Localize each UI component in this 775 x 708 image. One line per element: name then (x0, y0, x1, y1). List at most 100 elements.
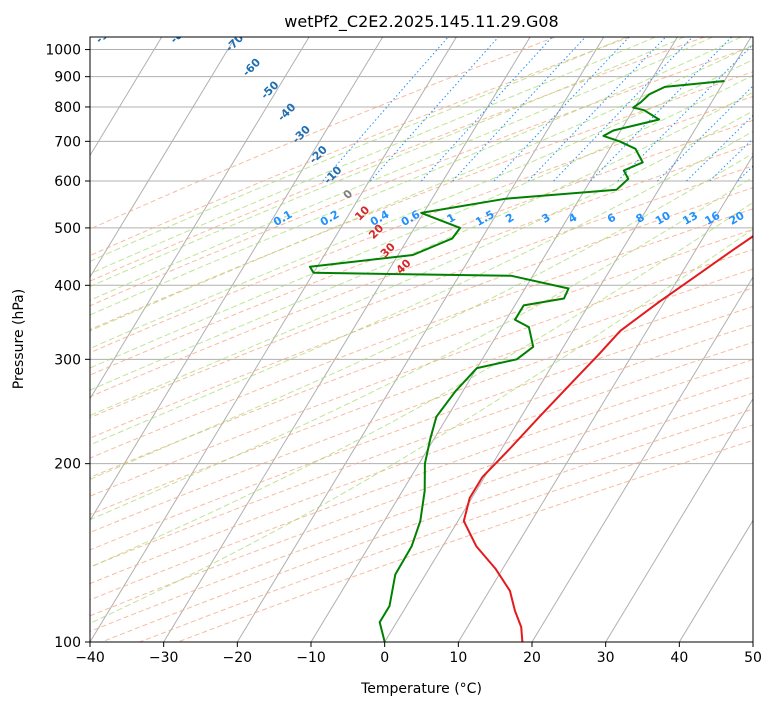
mixing-ratio-label: 10 (653, 209, 673, 228)
y-tick-label: 800 (54, 100, 81, 116)
moist-adiabat-line (90, 58, 753, 349)
dry-adiabat-line (90, 37, 705, 282)
dry-adiabat-line (90, 305, 753, 551)
y-axis-label: Pressure (hPa) (11, 289, 27, 389)
dry-adiabat-line (90, 228, 753, 478)
isotherm-line (163, 37, 531, 642)
dry-adiabat-line (90, 37, 631, 257)
mixing-ratio-line (709, 138, 753, 182)
dry-adiabat-line (90, 341, 753, 585)
mixing-ratio-line (686, 114, 753, 182)
mixing-ratio-label: 1.5 (473, 208, 496, 229)
dry-adiabat-line (90, 358, 753, 601)
y-tick-label: 700 (54, 134, 81, 150)
dry-adiabat-line (101, 408, 753, 642)
mixing-ratio-label: 2 (503, 211, 516, 226)
dry-adiabat-label: -100 (15, 20, 44, 49)
axis-layer: −40 −30 −20 −10 0 10 20 30 40 5010020030040050060… (45, 43, 762, 666)
dry-adiabat-line (90, 37, 556, 230)
mixing-ratio-label: 0.6 (399, 208, 423, 229)
mixing-ratio-line (528, 37, 666, 182)
mixing-ratio-line (452, 37, 586, 182)
dry-adiabat-label: -60 (240, 56, 263, 79)
dry-adiabat-line (90, 142, 753, 398)
dry-adiabat-line (90, 71, 753, 331)
plot-frame (89, 36, 754, 643)
dry-adiabat-line (90, 208, 753, 459)
mixing-ratio-line (370, 37, 499, 182)
x-tick-label: −40 (75, 650, 105, 666)
mixing-ratio-line (553, 37, 693, 182)
y-tick-label: 300 (54, 352, 81, 368)
isotherm-line (531, 276, 753, 642)
mixing-ratio-line (420, 37, 553, 182)
moist-adiabat-line (90, 130, 753, 446)
x-tick-label: 40 (670, 650, 688, 666)
dry-adiabat-line (90, 268, 753, 516)
moist-adiabat-line (90, 74, 753, 369)
x-tick-label: 20 (523, 650, 541, 666)
moist-adiabat-line (90, 37, 656, 275)
isotherm-line (236, 37, 605, 642)
x-axis-label: Temperature (°C) (360, 681, 482, 697)
y-tick-label: 600 (54, 174, 81, 190)
mixing-ratio-line (760, 37, 775, 181)
dry-adiabat-line (90, 392, 753, 632)
isotherm-line (90, 37, 236, 279)
dry-adiabat-label: -50 (258, 78, 281, 101)
moist-adiabat-line (90, 37, 713, 301)
isotherm-line (90, 37, 310, 400)
dry-adiabat-line (90, 248, 753, 497)
chart-title: wetPf2_C2E2.2025.145.11.29.G08 (284, 12, 558, 32)
y-tick-label: 200 (54, 457, 81, 473)
y-tick-label: 1000 (45, 43, 81, 59)
mixing-ratio-line (322, 37, 449, 182)
isotherm-line (678, 519, 753, 642)
dry-adiabat-line (90, 95, 753, 354)
moist-adiabat-line (90, 37, 685, 288)
x-tick-label: 10 (449, 650, 467, 666)
x-tick-label: −10 (296, 650, 326, 666)
moist-adiabat-line (90, 201, 753, 568)
mixing-ratio-label: 0.4 (368, 208, 392, 229)
dry-adiabat-label: -90 (93, 23, 116, 46)
isotherm-line (384, 37, 752, 642)
y-tick-label: 900 (54, 70, 81, 86)
dry-adiabat-line (90, 165, 753, 419)
mixing-ratio-label: 25 (752, 209, 772, 228)
dry-adiabat-line (139, 424, 753, 642)
isotherm-line (752, 641, 753, 642)
moist-adiabat-line (90, 44, 753, 332)
dry-adiabat-label: -30 (290, 123, 313, 146)
isotherm-line (90, 37, 384, 522)
dry-adiabat-label: -20 (307, 143, 330, 166)
mixing-ratio-line (493, 37, 630, 182)
y-tick-label: 500 (54, 221, 81, 237)
moist-adiabat-line (90, 37, 627, 262)
isotherm-line (457, 154, 753, 642)
series-layer (308, 80, 753, 642)
y-tick-label: 400 (54, 278, 81, 294)
mixing-ratio-label: 4 (566, 211, 579, 226)
dry-adiabat-line (90, 287, 753, 534)
mixing-ratio-line (737, 165, 753, 182)
x-tick-label: 30 (597, 650, 615, 666)
moist-adiabat-line (90, 228, 753, 624)
dry-adiabat-label: -10 (321, 163, 344, 186)
mixing-ratio-label: 3 (539, 211, 552, 226)
x-tick-label: −30 (149, 650, 179, 666)
dry-adiabat-label: -80 (168, 23, 191, 46)
moist-adiabat-line (90, 37, 742, 316)
dry-adiabat-label: -40 (275, 100, 298, 123)
dry-adiabat-line (90, 45, 753, 307)
isotherm-line (90, 37, 457, 642)
x-tick-label: 50 (744, 650, 762, 666)
grid-layer (90, 37, 775, 642)
y-tick-label: 100 (54, 635, 81, 651)
temperature-profile-line (462, 235, 753, 642)
dry-adiabat-line (90, 324, 753, 568)
mixing-ratio-label: 0.1 (271, 208, 294, 229)
isotherm-line (90, 37, 163, 157)
x-tick-label: 0 (380, 650, 389, 666)
